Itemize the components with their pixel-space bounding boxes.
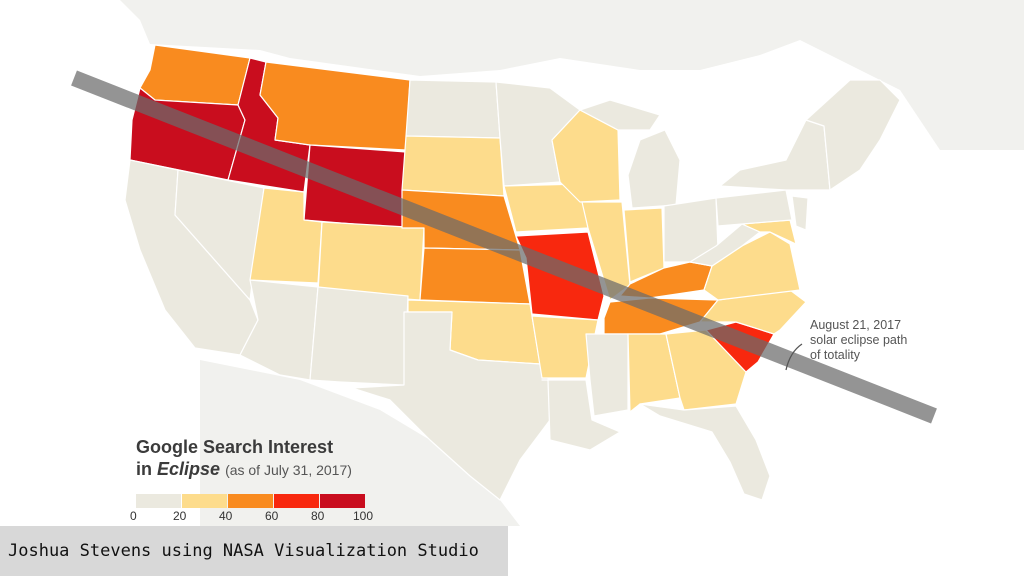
legend-swatch-80-100 xyxy=(320,494,365,508)
legend-tick-20: 20 xyxy=(173,509,187,523)
annotation-line-2: solar eclipse path xyxy=(810,333,908,347)
state-south-dakota xyxy=(401,135,505,197)
legend-swatch-60-80 xyxy=(274,494,319,508)
state-washington xyxy=(139,44,251,106)
state-arkansas xyxy=(531,315,599,379)
legend-swatch-0-20 xyxy=(136,494,181,508)
canada-land xyxy=(120,0,1024,150)
state-michigan-upper xyxy=(579,99,661,131)
state-florida xyxy=(639,403,771,501)
legend-swatch-40-60 xyxy=(228,494,273,508)
legend-tick-80: 80 xyxy=(311,509,325,523)
annotation-line-3: of totality xyxy=(810,348,861,362)
state-louisiana xyxy=(541,379,621,451)
state-texas xyxy=(351,311,551,501)
mexico-land xyxy=(200,360,520,526)
legend-tick-60: 60 xyxy=(265,509,279,523)
legend-ticks: 0 20 40 60 80 100 xyxy=(130,509,380,525)
state-mississippi xyxy=(585,333,629,417)
credit-text: Joshua Stevens using NASA Visualization … xyxy=(8,541,479,561)
legend-swatch-20-40 xyxy=(182,494,227,508)
state-new-jersey xyxy=(791,195,809,231)
eclipse-path-of-totality xyxy=(71,70,937,424)
state-nevada xyxy=(174,169,265,301)
legend-tick-0: 0 xyxy=(130,509,137,523)
annotation-leader-line xyxy=(785,343,803,371)
legend-title-keyword: Eclipse xyxy=(157,459,221,479)
state-new-york xyxy=(719,119,831,191)
legend-color-scale xyxy=(136,494,366,508)
state-virginia xyxy=(703,231,801,301)
legend-tick-100: 100 xyxy=(353,509,374,523)
legend-tick-40: 40 xyxy=(219,509,233,523)
state-montana xyxy=(259,61,411,151)
state-new-england xyxy=(805,79,901,191)
legend-title: Google Search Interest in Eclipse (as of… xyxy=(136,436,352,481)
eclipse-annotation: August 21, 2017 solar eclipse path of to… xyxy=(810,318,907,363)
state-new-mexico xyxy=(309,286,409,386)
state-michigan xyxy=(627,129,681,209)
legend-title-note: (as of July 31, 2017) xyxy=(225,462,352,478)
legend-title-line-2: in Eclipse (as of July 31, 2017) xyxy=(136,458,352,481)
legend-title-line-1: Google Search Interest xyxy=(136,437,334,457)
state-north-dakota xyxy=(405,79,501,139)
state-pennsylvania xyxy=(715,189,793,227)
credit-caption: Joshua Stevens using NASA Visualization … xyxy=(0,526,508,576)
legend-title-prefix: in xyxy=(136,459,157,479)
state-alabama xyxy=(627,333,681,413)
annotation-line-1: August 21, 2017 xyxy=(810,318,902,332)
